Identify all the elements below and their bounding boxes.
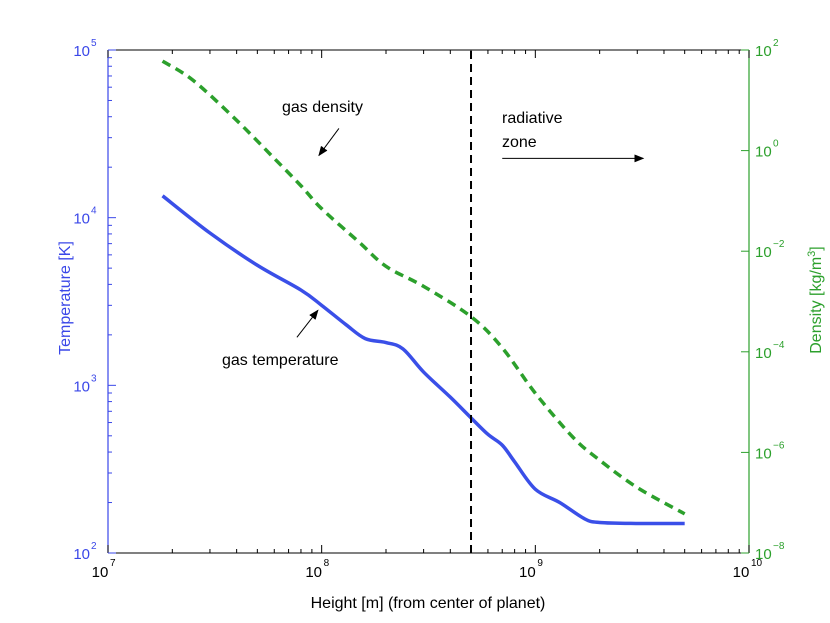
annotation-layer	[296, 128, 645, 338]
y-axis-right-label-prefix: Density [kg/m	[808, 257, 825, 354]
series-gas-density	[161, 59, 686, 516]
y-right-tick-label-exp: −4	[773, 340, 785, 351]
y-left-tick-label-exp: 2	[91, 541, 97, 552]
y-left-tick-label: 10	[73, 378, 90, 395]
y-right-tick-label-exp: −2	[773, 239, 785, 250]
y-left-tick-label: 10	[73, 211, 90, 228]
x-tick-label: 10	[305, 564, 322, 581]
y-left-tick-label-exp: 4	[91, 206, 97, 217]
axes-layer	[107, 49, 750, 554]
y-axis-right-label: Density [kg/m3]	[806, 246, 825, 354]
y-left-tick-label-exp: 5	[91, 38, 97, 49]
y-right-tick-label: 10	[755, 546, 772, 563]
x-tick-label: 10	[92, 564, 109, 581]
y-right-tick-label: 10	[755, 445, 772, 462]
y-left-tick-label: 10	[73, 546, 90, 563]
x-tick-label-exp: 7	[110, 558, 116, 569]
x-tick-label-exp: 9	[537, 558, 543, 569]
y-right-tick-label: 10	[755, 144, 772, 161]
x-tick-label: 10	[519, 564, 536, 581]
x-tick-label-exp: 10	[751, 558, 763, 569]
x-tick-label-exp: 8	[324, 558, 330, 569]
arrow-gas-density	[318, 128, 340, 157]
y-axis-left-label: Temperature [K]	[57, 241, 74, 355]
series-layer	[161, 50, 686, 553]
y-axis-right-label-suffix: ]	[808, 246, 825, 250]
y-right-tick-label: 10	[755, 244, 772, 261]
x-axis-label: Height [m] (from center of planet)	[311, 595, 546, 612]
y-left-tick-label-exp: 3	[91, 373, 97, 384]
y-left-tick-label: 10	[73, 43, 90, 60]
y-right-tick-label: 10	[755, 43, 772, 60]
y-right-tick-label-exp: 2	[773, 38, 779, 49]
arrow-gas-temperature	[296, 309, 319, 338]
y-axis-right-label-exp: 3	[806, 251, 818, 257]
y-right-tick-label: 10	[755, 345, 772, 362]
annotation-radiative: radiative	[502, 110, 563, 127]
annotation-gas-density: gas density	[282, 99, 363, 116]
y-right-tick-label-exp: 0	[773, 139, 779, 150]
y-right-tick-label-exp: −6	[773, 440, 785, 451]
annotation-zone: zone	[502, 134, 537, 151]
annotation-gas-temperature: gas temperature	[222, 352, 339, 369]
series-gas-temperature	[161, 194, 685, 526]
x-tick-label: 10	[733, 564, 750, 581]
y-right-tick-label-exp: −8	[773, 541, 785, 552]
